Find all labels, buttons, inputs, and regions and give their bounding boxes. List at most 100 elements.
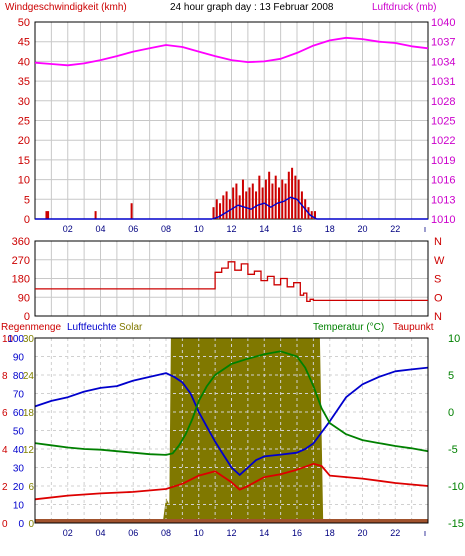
p1-x-tick-22: 22 bbox=[390, 224, 400, 234]
humidity-tick-20: 20 bbox=[13, 482, 25, 493]
p3-x-tick-04: 04 bbox=[95, 528, 105, 538]
p3-x-tick-18: 18 bbox=[325, 528, 335, 538]
pressure-tick-1028: 1028 bbox=[431, 96, 455, 108]
pressure-tick-1025: 1025 bbox=[431, 116, 455, 128]
humidity-tick-70: 70 bbox=[13, 390, 25, 401]
wind-tick-30: 30 bbox=[18, 96, 30, 108]
humidity-tick-100: 100 bbox=[7, 334, 24, 345]
compass-label-3: O bbox=[434, 292, 443, 304]
p1-x-end-mark: ı bbox=[424, 224, 427, 234]
wind-direction-line bbox=[35, 261, 428, 303]
rain-tick-6: 6 bbox=[2, 408, 8, 419]
solar-legend-label: Solar bbox=[119, 322, 143, 333]
solar-tick-30: 30 bbox=[23, 334, 35, 345]
direction-tick-0: 0 bbox=[24, 311, 30, 323]
p1-x-tick-02: 02 bbox=[63, 224, 73, 234]
rain-band bbox=[35, 519, 428, 523]
p3-x-tick-10: 10 bbox=[194, 528, 204, 538]
p3-x-tick-02: 02 bbox=[63, 528, 73, 538]
humidity-tick-40: 40 bbox=[13, 445, 25, 456]
temperature-tick-10: 10 bbox=[448, 333, 460, 345]
p3-x-tick-20: 20 bbox=[357, 528, 367, 538]
direction-tick-90: 90 bbox=[18, 292, 30, 304]
p1-x-tick-08: 08 bbox=[161, 224, 171, 234]
wind-tick-40: 40 bbox=[18, 56, 30, 68]
temperature-legend-label: Temperatur (°C) bbox=[313, 322, 384, 333]
p3-frame bbox=[34, 337, 429, 524]
p1-x-tick-18: 18 bbox=[325, 224, 335, 234]
temperature-tick-0: 0 bbox=[448, 407, 454, 419]
solar-tick-18: 18 bbox=[23, 408, 35, 419]
humidity-line bbox=[34, 366, 429, 476]
rain-tick-4: 4 bbox=[2, 445, 8, 456]
wind-tick-35: 35 bbox=[18, 76, 30, 88]
wind-average-line bbox=[35, 196, 428, 220]
p1-x-tick-16: 16 bbox=[292, 224, 302, 234]
humidity-tick-30: 30 bbox=[13, 464, 25, 475]
temperature-tick--10: -10 bbox=[448, 481, 464, 493]
p1-x-tick-06: 06 bbox=[128, 224, 138, 234]
humidity-tick-50: 50 bbox=[13, 427, 25, 438]
dewpoint-legend-label: Taupunkt bbox=[393, 322, 434, 333]
p3-x-end-mark: ı bbox=[424, 528, 427, 538]
p2-frame bbox=[34, 240, 429, 317]
pressure-tick-1019: 1019 bbox=[431, 155, 455, 167]
wind-axis-title: Windgeschwindigkeit (kmh) bbox=[5, 2, 127, 13]
compass-label-2: S bbox=[434, 274, 441, 286]
p1-x-tick-12: 12 bbox=[226, 224, 236, 234]
solar-tick-24: 24 bbox=[23, 371, 35, 382]
pressure-tick-1034: 1034 bbox=[431, 56, 455, 68]
direction-tick-270: 270 bbox=[12, 255, 30, 267]
wind-tick-20: 20 bbox=[18, 135, 30, 147]
pressure-tick-1010: 1010 bbox=[431, 214, 455, 226]
solar-tick-12: 12 bbox=[23, 445, 35, 456]
temperature-tick--5: -5 bbox=[448, 444, 458, 456]
p3-x-tick-22: 22 bbox=[390, 528, 400, 538]
humidity-tick-0: 0 bbox=[18, 519, 24, 530]
p3-x-tick-08: 08 bbox=[161, 528, 171, 538]
compass-label-4: N bbox=[434, 311, 442, 323]
solar-area bbox=[162, 338, 324, 523]
rain-tick-0: 0 bbox=[2, 519, 8, 530]
pressure-tick-1031: 1031 bbox=[431, 76, 455, 88]
p1-x-tick-20: 20 bbox=[357, 224, 367, 234]
p3-x-tick-12: 12 bbox=[226, 528, 236, 538]
rain-tick-2: 2 bbox=[2, 482, 8, 493]
humidity-tick-90: 90 bbox=[13, 353, 25, 364]
wind-tick-25: 25 bbox=[18, 116, 30, 128]
solar-tick-6: 6 bbox=[28, 482, 34, 493]
rain-tick-8: 8 bbox=[2, 371, 8, 382]
pressure-line bbox=[34, 36, 429, 67]
rain-tick-10: 10 bbox=[2, 334, 14, 345]
temperature-tick-5: 5 bbox=[448, 370, 454, 382]
humidity-tick-10: 10 bbox=[13, 501, 25, 512]
wind-tick-10: 10 bbox=[18, 175, 30, 187]
pressure-tick-1016: 1016 bbox=[431, 175, 455, 187]
temperature-line bbox=[34, 350, 429, 456]
solar-tick-0: 0 bbox=[28, 519, 34, 530]
pressure-tick-1022: 1022 bbox=[431, 135, 455, 147]
p1-frame bbox=[34, 21, 429, 220]
graph-title: 24 hour graph day : 13 Februar 2008 bbox=[170, 2, 334, 13]
compass-label-0: N bbox=[434, 236, 442, 248]
wind-tick-5: 5 bbox=[24, 194, 30, 206]
temperature-tick--15: -15 bbox=[448, 518, 464, 530]
direction-tick-180: 180 bbox=[12, 274, 30, 286]
direction-tick-360: 360 bbox=[12, 236, 30, 248]
pressure-axis-title: Luftdruck (mb) bbox=[372, 2, 436, 13]
p1-x-tick-04: 04 bbox=[95, 224, 105, 234]
humidity-tick-60: 60 bbox=[13, 408, 25, 419]
wind-tick-50: 50 bbox=[18, 17, 30, 29]
p3-x-tick-14: 14 bbox=[259, 528, 269, 538]
p3-x-tick-06: 06 bbox=[128, 528, 138, 538]
compass-label-1: W bbox=[434, 255, 445, 267]
p1-x-tick-10: 10 bbox=[194, 224, 204, 234]
pressure-tick-1040: 1040 bbox=[431, 17, 455, 29]
dewpoint-line bbox=[34, 462, 429, 501]
pressure-tick-1013: 1013 bbox=[431, 194, 455, 206]
rain-legend-label: Regenmenge bbox=[1, 322, 61, 333]
pressure-tick-1037: 1037 bbox=[431, 37, 455, 49]
wind-tick-0: 0 bbox=[24, 214, 30, 226]
wind-tick-15: 15 bbox=[18, 155, 30, 167]
